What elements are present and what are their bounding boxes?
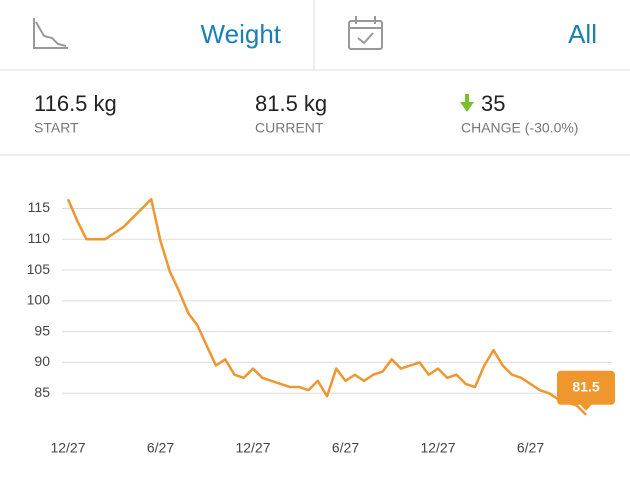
x-tick-label: 6/27	[147, 440, 174, 456]
y-tick-label: 105	[27, 261, 51, 277]
weight-line	[66, 197, 587, 416]
x-tick-label: 12/27	[235, 440, 270, 456]
y-tick-label: 90	[34, 353, 50, 369]
y-tick-label: 115	[28, 199, 51, 215]
y-tick-label: 110	[28, 230, 51, 246]
tooltip-box	[557, 370, 615, 405]
stat-label: CURRENT	[255, 120, 324, 136]
y-tick-label: 85	[34, 384, 50, 400]
stat-label: START	[34, 120, 79, 136]
calendar-icon[interactable]	[348, 16, 383, 50]
current-tooltip: 81.5	[557, 370, 615, 411]
x-tick-label: 6/27	[517, 440, 544, 456]
tooltip-pointer	[580, 404, 592, 411]
stat-value: 116.5 kg	[34, 91, 117, 116]
stat-value: 35	[481, 91, 505, 116]
down-arrow	[460, 94, 474, 112]
stat-value: 81.5 kg	[255, 91, 327, 116]
metric-selector[interactable]: Weight	[201, 19, 282, 49]
range-selector[interactable]: All	[568, 19, 597, 49]
x-tick-label: 12/27	[50, 440, 85, 456]
chart-icon[interactable]	[33, 18, 68, 49]
data-label: 81.5	[572, 378, 599, 394]
y-tick-label: 95	[34, 322, 50, 338]
y-tick-label: 100	[27, 292, 51, 308]
x-tick-label: 12/27	[420, 440, 455, 456]
stat-label: CHANGE (-30.0%)	[461, 120, 578, 136]
x-tick-label: 6/27	[332, 440, 359, 456]
